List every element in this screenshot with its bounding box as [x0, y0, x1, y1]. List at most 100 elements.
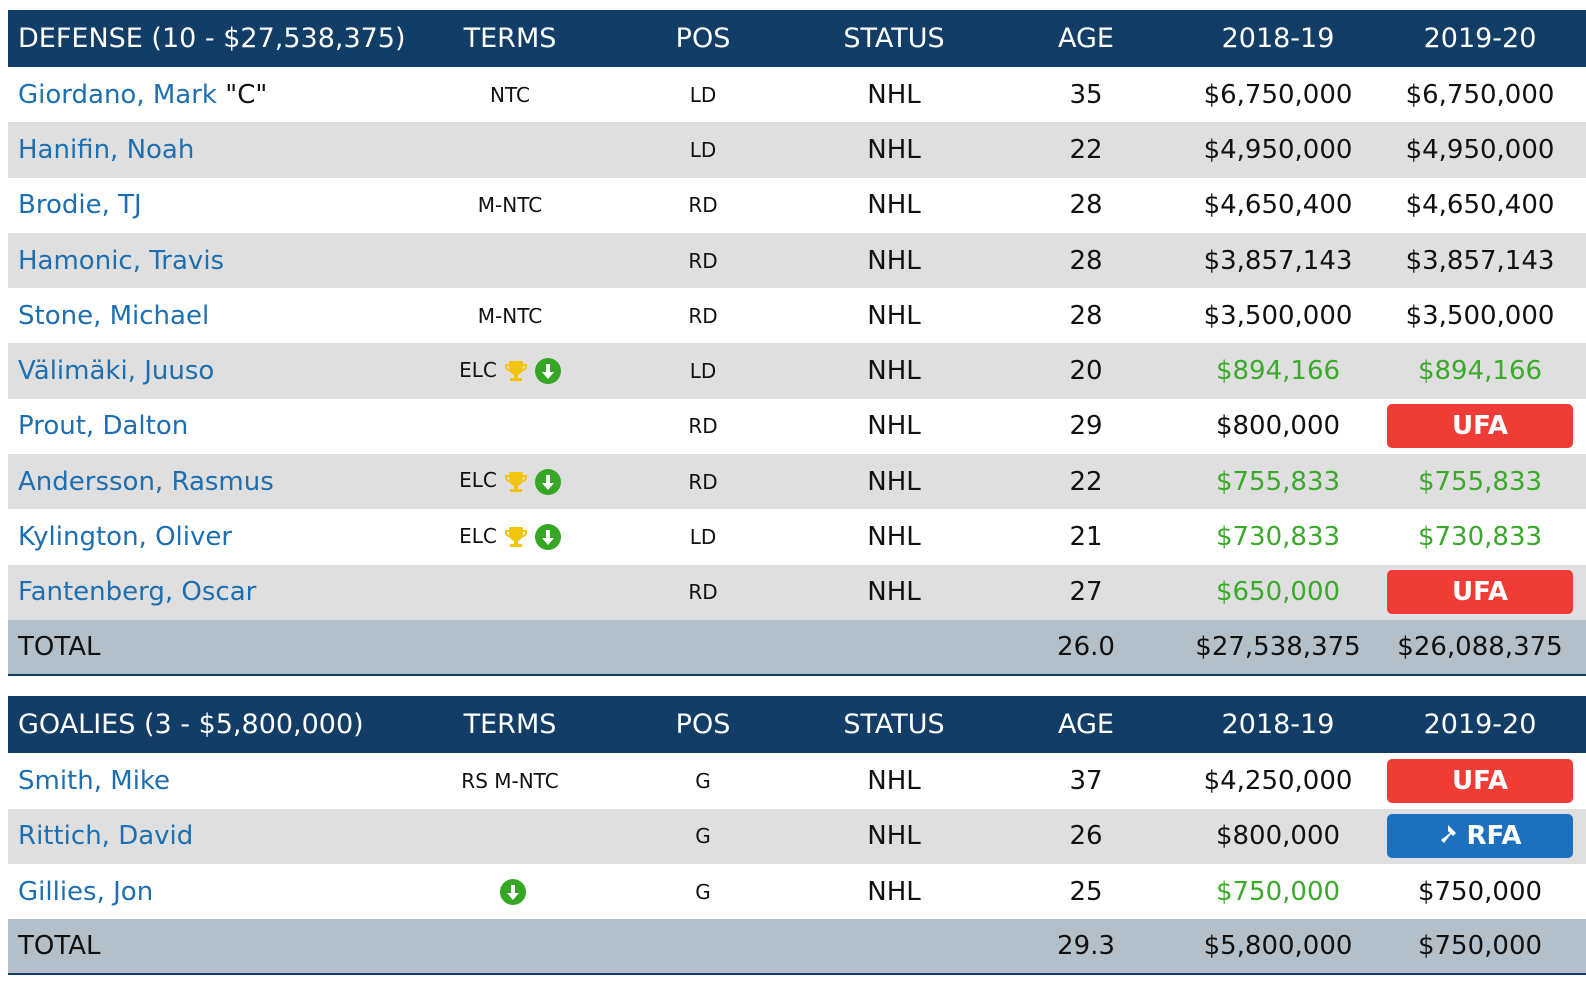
age-cell: 35 [1069, 79, 1103, 110]
position-cell: LD [689, 82, 717, 107]
player-row: Gillies, Jon G NHL 25 $750,000 $750,000 [8, 863, 1586, 920]
terms-cell: M-NTC [412, 288, 608, 343]
terms-text: NTC [490, 82, 530, 107]
total-2018-19-cell: $27,538,375 [1195, 632, 1361, 663]
player-name-link[interactable]: Smith, Mike [18, 765, 171, 796]
download-icon [534, 358, 561, 385]
player-name-link[interactable]: Andersson, Rasmus [18, 466, 274, 497]
player-row: Prout, Dalton RD NHL 29 $800,000 UFA [8, 398, 1586, 455]
trophy-icon [503, 469, 529, 495]
terms-cell [412, 233, 608, 288]
age-cell: 37 [1069, 765, 1103, 796]
player-name-cell: Hanifin, Noah [8, 122, 412, 177]
salary-2018-19-cell: $755,833 [1215, 466, 1341, 497]
status-cell: NHL [867, 522, 921, 553]
terms-cell: RS M-NTC [412, 753, 608, 808]
player-name-link[interactable]: Fantenberg, Oscar [18, 577, 257, 608]
age-cell: 22 [1069, 134, 1103, 165]
player-name-link[interactable]: Välimäki, Juuso [18, 356, 215, 387]
status-cell: NHL [867, 190, 921, 221]
player-name-link[interactable]: Hanifin, Noah [18, 134, 195, 165]
pos-header: POS [675, 709, 731, 741]
terms-cell: ELC [412, 509, 608, 564]
status-cell: NHL [867, 577, 921, 608]
pos-header: POS [675, 23, 731, 54]
position-cell: RD [688, 469, 718, 494]
salary-2019-20-cell: $4,650,400 [1405, 190, 1555, 221]
terms-cell: ELC [412, 343, 608, 398]
goalies-body: Smith, Mike RS M-NTC G NHL 37 $4,250,000 UFA Ri… [8, 753, 1586, 975]
salary-2018-19-cell: $4,950,000 [1203, 134, 1353, 165]
ufa-badge[interactable]: UFA [1387, 570, 1573, 615]
captain-marker: "C" [216, 79, 268, 110]
player-row: Hanifin, Noah LD NHL 22 $4,950,000 $4,950,000 [8, 122, 1586, 178]
salary-2019-20-cell: UFA [1374, 565, 1586, 620]
defense-header-row: DEFENSE (10 - $27,538,375) TERMS POS STA… [8, 10, 1586, 67]
age-header: AGE [1058, 23, 1114, 54]
total-label: TOTAL [18, 931, 101, 962]
player-row: Giordano, Mark "C" NTC LD NHL 35 $6,750,000 $6… [8, 67, 1586, 123]
player-name-link[interactable]: Prout, Dalton [18, 411, 189, 442]
total-2019-20-cell: $26,088,375 [1397, 632, 1563, 663]
player-name-link[interactable]: Stone, Michael [18, 300, 210, 331]
ufa-badge[interactable]: UFA [1387, 758, 1573, 803]
salary-2019-20-cell: RFA [1374, 809, 1586, 864]
player-name-link[interactable]: Kylington, Oliver [18, 522, 233, 553]
player-row: Stone, Michael M-NTC RD NHL 28 $3,500,000 $3,5… [8, 288, 1586, 344]
terms-cell: ELC [412, 454, 608, 509]
badge-label: UFA [1451, 577, 1508, 608]
season-2019-20-header: 2019-20 [1423, 23, 1537, 54]
defense-table: DEFENSE (10 - $27,538,375) TERMS POS STA… [8, 10, 1586, 676]
status-header: STATUS [843, 23, 945, 54]
player-name-cell: Hamonic, Travis [8, 233, 412, 288]
status-cell: NHL [867, 466, 921, 497]
status-header: STATUS [843, 709, 945, 741]
total-terms-cell [412, 620, 608, 675]
player-name-cell: Fantenberg, Oscar [8, 565, 412, 620]
age-cell: 28 [1069, 190, 1103, 221]
badge-label: UFA [1451, 765, 1508, 796]
badge-label: UFA [1451, 411, 1508, 442]
status-cell: NHL [867, 411, 921, 442]
total-row: TOTAL 26.0 $27,538,375 $26,088,375 [8, 619, 1586, 676]
salary-2018-19-cell: $3,857,143 [1203, 245, 1353, 276]
total-pos-cell [608, 620, 798, 675]
player-name-link[interactable]: Rittich, David [18, 821, 194, 852]
age-cell: 20 [1069, 356, 1103, 387]
terms-text: ELC [459, 357, 497, 382]
salary-2018-19-cell: $750,000 [1215, 876, 1341, 907]
ufa-badge[interactable]: UFA [1387, 404, 1573, 449]
status-cell: NHL [867, 300, 921, 331]
player-name-cell: Kylington, Oliver [8, 509, 412, 564]
age-cell: 26 [1069, 821, 1103, 852]
player-name-cell: Gillies, Jon [8, 864, 412, 919]
player-row: Kylington, Oliver ELC LD NHL 21 $730,833 $730,… [8, 509, 1586, 565]
salary-2019-20-cell: $3,500,000 [1405, 300, 1555, 331]
trophy-icon [503, 358, 529, 384]
position-cell: RD [688, 580, 718, 605]
status-cell: NHL [867, 765, 921, 796]
position-cell: RD [688, 303, 718, 328]
player-name-link[interactable]: Gillies, Jon [18, 876, 154, 907]
status-cell: NHL [867, 245, 921, 276]
player-name-link[interactable]: Hamonic, Travis [18, 245, 225, 276]
rfa-badge[interactable]: RFA [1387, 814, 1573, 859]
terms-text: M-NTC [477, 193, 543, 218]
position-cell: RD [688, 193, 718, 218]
age-cell: 27 [1069, 577, 1103, 608]
player-name-cell: Stone, Michael [8, 288, 412, 343]
badge-label: RFA [1466, 821, 1522, 852]
terms-text: ELC [459, 523, 497, 548]
position-cell: RD [688, 248, 718, 273]
player-row: Välimäki, Juuso ELC LD NHL 20 $894,166 $894,16… [8, 343, 1586, 399]
terms-cell: NTC [412, 67, 608, 122]
salary-2018-19-cell: $894,166 [1215, 356, 1341, 387]
player-name-link[interactable]: Brodie, TJ [18, 190, 142, 221]
download-icon [500, 878, 526, 905]
defense-section-title: DEFENSE (10 - $27,538,375) [18, 23, 406, 54]
salary-2018-19-cell: $800,000 [1215, 411, 1341, 442]
terms-cell [412, 864, 608, 919]
player-name-link[interactable]: Giordano, Mark [18, 79, 217, 110]
terms-text: M-NTC [477, 303, 543, 328]
terms-cell: M-NTC [412, 178, 608, 233]
